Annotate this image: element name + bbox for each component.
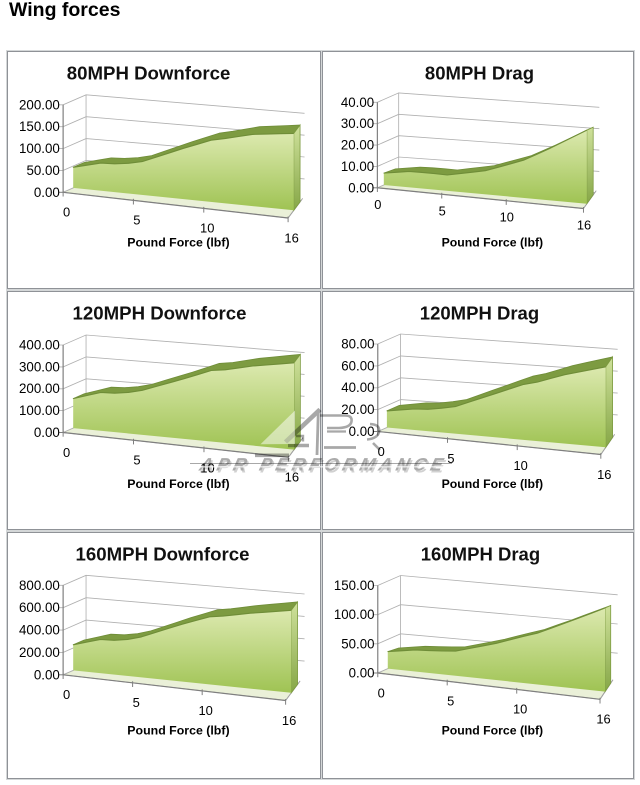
svg-text:100.00: 100.00 (19, 141, 60, 156)
svg-text:0: 0 (63, 445, 70, 460)
svg-text:10: 10 (200, 460, 214, 475)
svg-text:50.00: 50.00 (26, 163, 59, 178)
svg-text:200.00: 200.00 (19, 97, 60, 112)
svg-text:60.00: 60.00 (341, 358, 374, 373)
svg-text:120MPH Drag: 120MPH Drag (420, 302, 539, 323)
svg-text:Pound Force (lbf): Pound Force (lbf) (127, 723, 229, 737)
svg-text:10: 10 (514, 458, 528, 473)
svg-text:16: 16 (597, 467, 611, 482)
svg-text:0.00: 0.00 (349, 665, 375, 680)
svg-text:600.00: 600.00 (19, 600, 60, 615)
svg-text:160MPH Drag: 160MPH Drag (421, 543, 540, 564)
svg-text:16: 16 (282, 713, 296, 728)
svg-text:Pound Force (lbf): Pound Force (lbf) (442, 235, 544, 249)
svg-text:16: 16 (577, 217, 591, 232)
svg-text:Pound Force (lbf): Pound Force (lbf) (442, 723, 544, 737)
svg-text:50.00: 50.00 (341, 636, 374, 651)
svg-text:100.00: 100.00 (334, 607, 375, 622)
svg-text:Pound Force (lbf): Pound Force (lbf) (442, 477, 544, 491)
svg-text:160MPH Downforce: 160MPH Downforce (76, 543, 250, 564)
svg-text:200.00: 200.00 (19, 381, 60, 396)
svg-text:800.00: 800.00 (19, 578, 60, 593)
svg-text:40.00: 40.00 (341, 380, 374, 395)
svg-text:16: 16 (285, 470, 299, 485)
svg-text:Pound Force (lbf): Pound Force (lbf) (127, 235, 229, 249)
svg-text:80MPH Downforce: 80MPH Downforce (67, 62, 231, 83)
svg-text:10: 10 (513, 702, 527, 717)
svg-text:150.00: 150.00 (19, 119, 60, 134)
svg-text:400.00: 400.00 (19, 623, 60, 638)
svg-text:40.00: 40.00 (341, 95, 374, 110)
svg-text:5: 5 (447, 451, 454, 466)
svg-text:5: 5 (133, 213, 140, 228)
svg-text:0.00: 0.00 (34, 425, 60, 440)
svg-text:Pound Force (lbf): Pound Force (lbf) (127, 477, 229, 491)
svg-text:5: 5 (439, 203, 446, 218)
svg-text:0.00: 0.00 (348, 180, 374, 195)
svg-text:80.00: 80.00 (341, 336, 374, 351)
svg-text:16: 16 (284, 230, 298, 245)
svg-text:0: 0 (378, 685, 385, 700)
svg-text:20.00: 20.00 (341, 138, 374, 153)
svg-text:30.00: 30.00 (341, 116, 374, 131)
svg-text:0: 0 (63, 205, 70, 220)
svg-text:0.00: 0.00 (34, 667, 60, 682)
svg-text:5: 5 (133, 695, 140, 710)
svg-text:10.00: 10.00 (341, 159, 374, 174)
svg-text:100.00: 100.00 (19, 403, 60, 418)
svg-text:0: 0 (63, 687, 70, 702)
svg-text:5: 5 (447, 693, 454, 708)
svg-text:5: 5 (133, 453, 140, 468)
svg-text:200.00: 200.00 (19, 645, 60, 660)
svg-text:80MPH Drag: 80MPH Drag (425, 62, 534, 83)
svg-text:10: 10 (500, 210, 514, 225)
svg-text:120MPH Downforce: 120MPH Downforce (73, 302, 247, 323)
svg-text:0.00: 0.00 (34, 185, 60, 200)
svg-text:0: 0 (378, 444, 385, 459)
svg-text:16: 16 (596, 712, 610, 727)
svg-text:0: 0 (374, 197, 381, 212)
svg-text:150.00: 150.00 (334, 578, 375, 593)
svg-text:300.00: 300.00 (19, 359, 60, 374)
svg-text:400.00: 400.00 (19, 337, 60, 352)
svg-text:20.00: 20.00 (341, 402, 374, 417)
svg-text:10: 10 (198, 703, 212, 718)
svg-text:0.00: 0.00 (349, 424, 375, 439)
svg-text:10: 10 (200, 221, 214, 236)
